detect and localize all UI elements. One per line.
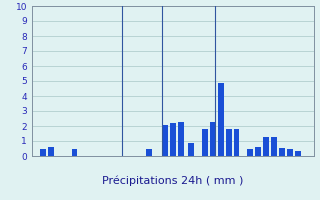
Bar	[247, 148, 253, 156]
Bar	[48, 147, 53, 156]
Bar	[234, 129, 239, 156]
Bar	[226, 129, 231, 156]
Bar	[295, 151, 300, 156]
Bar	[255, 147, 261, 156]
Bar	[162, 124, 168, 156]
Bar	[271, 137, 277, 156]
Bar	[263, 137, 269, 156]
Bar	[210, 121, 216, 156]
Bar	[287, 148, 292, 156]
X-axis label: Précipitations 24h ( mm ): Précipitations 24h ( mm )	[102, 175, 244, 186]
Bar	[178, 121, 184, 156]
Bar	[202, 129, 208, 156]
Bar	[279, 148, 285, 156]
Bar	[40, 149, 45, 156]
Bar	[188, 142, 194, 156]
Bar	[218, 83, 224, 156]
Bar	[146, 148, 152, 156]
Bar	[170, 123, 176, 156]
Bar	[72, 148, 77, 156]
